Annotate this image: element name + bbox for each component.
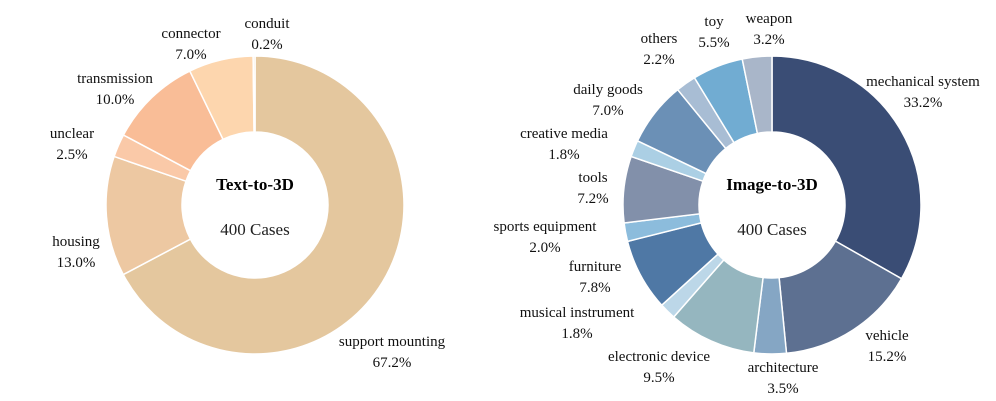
donut-slice-mechanical-system — [771, 55, 922, 280]
slice-label-daily-goods: daily goods — [573, 82, 643, 98]
slice-label-others: others — [641, 31, 678, 47]
slice-percent-sports-equipment: 2.0% — [529, 240, 560, 256]
slice-label-sports-equipment: sports equipment — [494, 219, 598, 235]
slice-label-architecture: architecture — [748, 360, 819, 376]
slice-percent-housing: 13.0% — [57, 255, 96, 271]
donut-center-subtitle: 400 Cases — [737, 220, 806, 239]
slice-percent-unclear: 2.5% — [56, 147, 87, 163]
text-to-3d-donut-chart: support mounting 67.2% housing 13.0% unclear… — [50, 16, 446, 371]
slice-label-unclear: unclear — [50, 126, 94, 142]
slice-label-housing: housing — [52, 234, 100, 250]
slice-percent-tools: 7.2% — [577, 191, 608, 207]
slice-percent-weapon: 3.2% — [753, 32, 784, 48]
slice-percent-support-mounting: 67.2% — [373, 355, 412, 371]
donut-center-subtitle: 400 Cases — [220, 220, 289, 239]
donut-center-title: Text-to-3D — [216, 175, 294, 194]
slice-percent-furniture: 7.8% — [579, 280, 610, 296]
slice-label-musical-instrument: musical instrument — [520, 305, 635, 321]
slice-label-electronic-device: electronic device — [608, 349, 710, 365]
donut-slice-conduit — [252, 55, 256, 133]
slice-percent-others: 2.2% — [643, 52, 674, 68]
slice-label-support-mounting: support mounting — [339, 334, 446, 350]
slice-percent-vehicle: 15.2% — [868, 349, 907, 365]
slice-label-vehicle: vehicle — [865, 328, 909, 344]
slice-label-conduit: conduit — [245, 16, 291, 32]
slice-label-tools: tools — [578, 170, 607, 186]
donut-slice-vehicle — [778, 240, 903, 355]
image-to-3d-donut-chart: mechanical system 33.2% vehicle 15.2% archit… — [494, 11, 981, 397]
slice-percent-musical-instrument: 1.8% — [561, 326, 592, 342]
slice-percent-daily-goods: 7.0% — [592, 103, 623, 119]
slice-percent-electronic-device: 9.5% — [643, 370, 674, 386]
slice-label-toy: toy — [704, 14, 724, 30]
slice-label-mechanical-system: mechanical system — [866, 74, 980, 90]
slice-percent-creative-media: 1.8% — [548, 147, 579, 163]
donut-center-title: Image-to-3D — [726, 175, 818, 194]
slice-percent-mechanical-system: 33.2% — [904, 95, 943, 111]
slice-label-weapon: weapon — [746, 11, 793, 27]
slice-percent-connector: 7.0% — [175, 47, 206, 63]
slice-percent-toy: 5.5% — [698, 35, 729, 51]
slice-label-connector: connector — [161, 26, 220, 42]
slice-percent-conduit: 0.2% — [251, 37, 282, 53]
donut-slice-weapon — [741, 55, 773, 135]
slice-percent-transmission: 10.0% — [96, 92, 135, 108]
slice-percent-architecture: 3.5% — [767, 381, 798, 397]
slice-label-creative-media: creative media — [520, 126, 608, 142]
slice-label-transmission: transmission — [77, 71, 153, 87]
slice-label-furniture: furniture — [569, 259, 622, 275]
donut-slice-support-mounting — [122, 55, 405, 355]
